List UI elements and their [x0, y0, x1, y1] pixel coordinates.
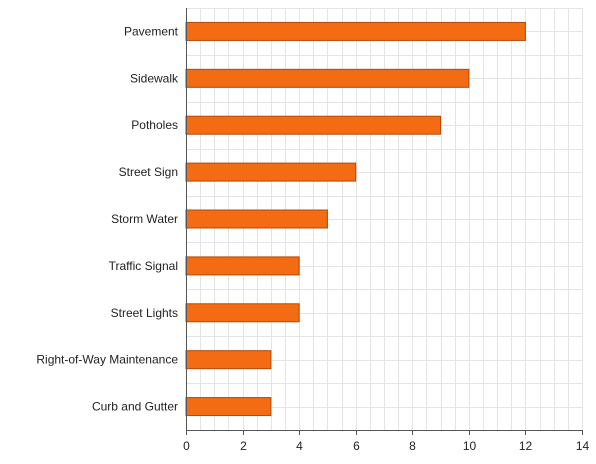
- category-label: Pavement: [124, 24, 179, 38]
- x-tick-label: 8: [409, 439, 416, 453]
- category-label: Potholes: [131, 118, 178, 132]
- x-tick-label: 12: [519, 439, 533, 453]
- x-tick-label: 2: [240, 439, 247, 453]
- category-label: Traffic Signal: [109, 259, 178, 273]
- category-label: Right-of-Way Maintenance: [36, 353, 178, 367]
- x-tick-label: 4: [296, 439, 303, 453]
- bar-sidewalk: [185, 68, 470, 88]
- bar-street-lights: [185, 303, 300, 323]
- bar-pavement: [185, 21, 526, 41]
- bar-storm-water: [185, 209, 328, 229]
- bar-potholes: [185, 115, 442, 135]
- x-tick-label: 10: [463, 439, 477, 453]
- labels: Pavement Sidewalk Potholes Street Sign Storm…: [36, 24, 589, 453]
- category-label: Curb and Gutter: [92, 400, 178, 414]
- axes: [186, 8, 583, 435]
- bar-curb-and-gutter: [185, 397, 272, 417]
- category-label: Street Lights: [111, 306, 178, 320]
- x-tick-label: 6: [353, 439, 360, 453]
- bar-traffic-signal: [185, 256, 300, 276]
- bar-right-of-way-maintenance: [185, 350, 272, 370]
- category-label: Street Sign: [119, 165, 178, 179]
- bar-street-sign: [185, 162, 357, 182]
- x-tick-label: 14: [576, 439, 590, 453]
- bars: [185, 21, 526, 417]
- category-label: Storm Water: [111, 212, 178, 226]
- x-tick-label: 0: [183, 439, 190, 453]
- category-label: Sidewalk: [130, 71, 179, 85]
